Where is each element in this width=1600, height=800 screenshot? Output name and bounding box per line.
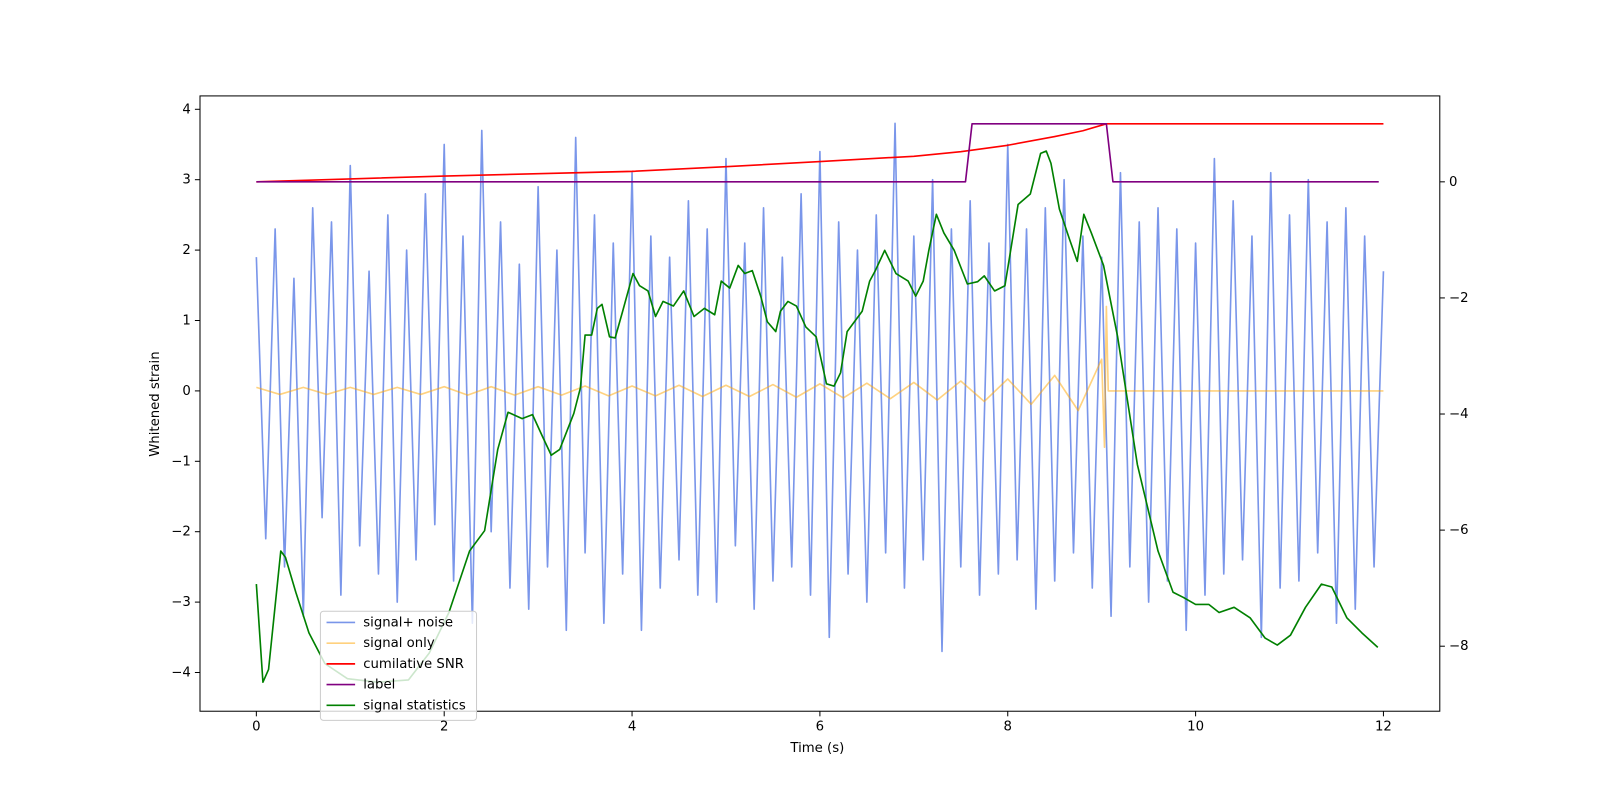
- y2-tick-label: −4: [1449, 407, 1469, 422]
- legend-label: label: [363, 678, 395, 693]
- y-tick-label: −1: [171, 454, 191, 469]
- x-tick-label: 8: [1004, 720, 1012, 735]
- y-tick-label: 2: [182, 243, 190, 258]
- y2-tick-label: 0: [1449, 175, 1457, 190]
- y-tick-label: −2: [171, 525, 191, 540]
- y2-tick-label: −2: [1449, 291, 1469, 306]
- legend-box: [319, 610, 478, 721]
- x-tick-label: 4: [628, 720, 636, 735]
- legend: signal+ noise signal only cumilative SNR la…: [319, 610, 478, 721]
- x-tick-label: 12: [1375, 720, 1392, 735]
- series-line: [256, 122, 1379, 183]
- x-tick-label: 10: [1187, 720, 1204, 735]
- series-line: [255, 122, 1385, 653]
- y-tick-label: 4: [182, 102, 190, 117]
- legend-label: signal only: [363, 636, 435, 651]
- y-tick-label: 0: [182, 384, 190, 399]
- x-tick-label: 0: [252, 720, 260, 735]
- series-line: [256, 305, 1384, 449]
- x-tick-label: 2: [440, 720, 448, 735]
- y-tick-label: −4: [171, 666, 191, 681]
- x-axis-label: Time (s): [789, 741, 844, 756]
- y-tick-label: 1: [182, 313, 190, 328]
- y2-tick-label: −6: [1449, 523, 1469, 538]
- y-tick-label: −3: [171, 595, 191, 610]
- series-line: [256, 122, 1384, 183]
- y-axis-label: Whitened strain: [148, 351, 163, 456]
- series-line: [255, 150, 1379, 684]
- legend-label: signal statistics: [363, 698, 466, 713]
- y2-tick-label: −8: [1449, 639, 1469, 654]
- y-tick-label: 3: [182, 173, 190, 188]
- legend-label: cumilative SNR: [363, 657, 464, 672]
- x-tick-label: 6: [816, 720, 824, 735]
- legend-label: signal+ noise: [363, 615, 453, 630]
- plot-area: [255, 122, 1385, 684]
